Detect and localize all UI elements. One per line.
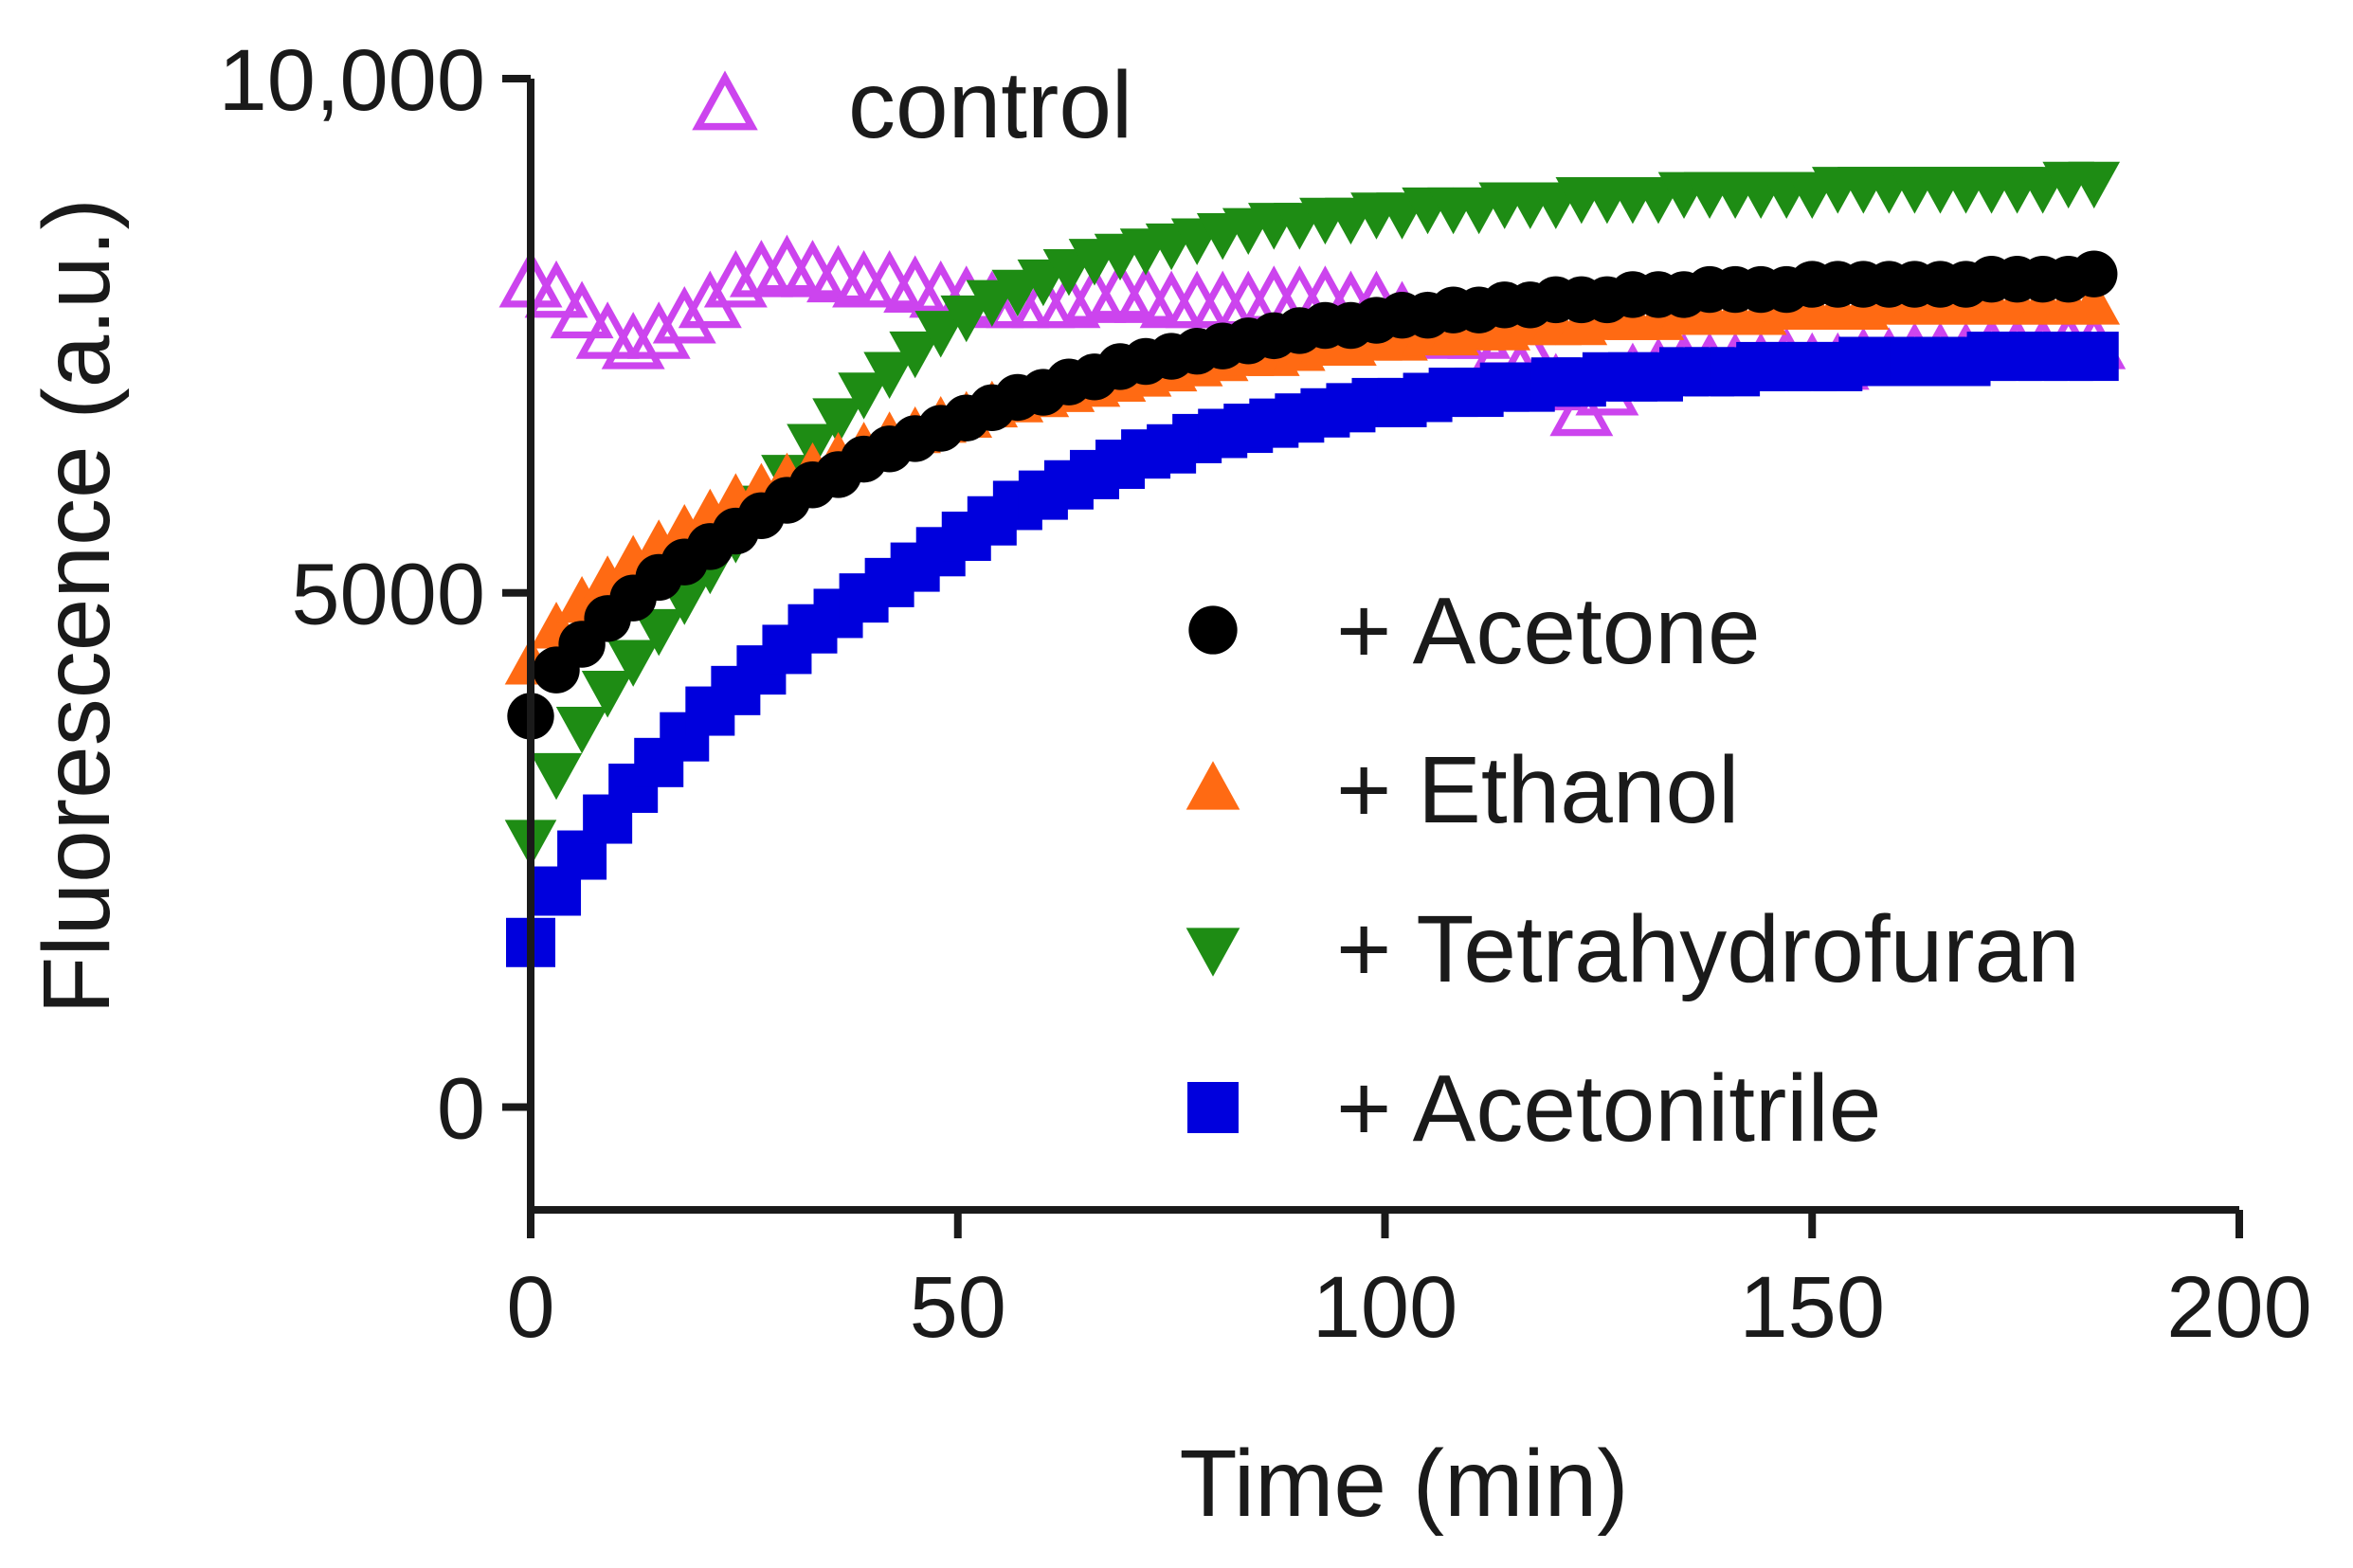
y-tick-label: 0 [437,1060,485,1157]
x-tick-label: 100 [1312,1259,1458,1356]
legend-marker [1187,1082,1239,1133]
y-axis-title: Fluorescence (a.u.) [24,198,130,1014]
data-point [914,311,968,358]
data-point [812,398,864,445]
data-point [940,295,993,343]
x-tick-label: 150 [1740,1259,1886,1356]
data-point [2071,250,2118,297]
data-point [550,280,614,339]
legend-label: + Tetrahydrofuran [1336,896,2080,1002]
series-acetone [507,250,2118,740]
data-point [863,351,915,399]
data-point [2068,161,2121,209]
data-point [703,249,768,308]
legend-label: + Acetone [1336,578,1761,684]
legend-marker [1186,928,1240,977]
legend-label: + Acetonitrile [1336,1055,1881,1162]
y-tick-label: 5000 [291,547,485,643]
legend: control + Acetone + Ethanol + Tetrahydrofur… [692,52,2080,1162]
data-point [601,312,665,369]
data-point [626,301,691,359]
x-axis-title: Time (min) [1179,1431,1628,1537]
data-point [581,671,634,718]
legend-marker-control [692,70,758,131]
tick-marks: 0 50 100 150 200 0 5000 10,000 [219,32,2312,1356]
data-point [524,260,588,318]
legend-marker [1188,605,1238,655]
data-marks [498,161,2127,967]
data-point [652,285,716,344]
data-point [2069,332,2119,382]
data-point [606,640,660,687]
legend-label: + Ethanol [1336,737,1739,843]
data-point [555,707,608,754]
data-point [530,752,583,801]
data-point [838,372,890,420]
x-tick-label: 200 [2166,1259,2312,1356]
legend-label-control: control [848,52,1132,158]
data-point [2068,278,2121,325]
data-point [575,301,640,359]
y-tick-label: 10,000 [219,32,485,129]
x-tick-label: 50 [910,1259,1006,1356]
series-acetonitrile [506,332,2119,967]
x-tick-label: 0 [506,1259,554,1356]
legend-marker [1186,761,1240,810]
data-point [889,331,941,379]
data-point [632,608,685,657]
